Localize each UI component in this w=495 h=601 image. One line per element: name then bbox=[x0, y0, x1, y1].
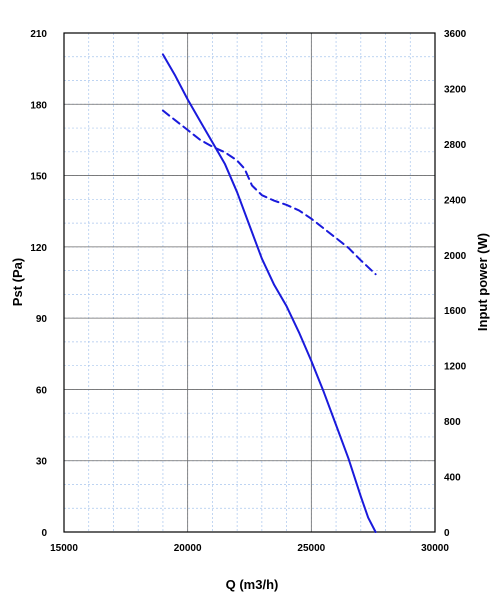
x-tick-label: 25000 bbox=[297, 543, 325, 554]
x-tick-label: 20000 bbox=[174, 543, 202, 554]
y-tick-label: 30 bbox=[36, 457, 48, 468]
y-tick-label: 0 bbox=[41, 528, 47, 539]
y-tick-label: 210 bbox=[30, 29, 47, 40]
static-pressure-curve bbox=[161, 53, 377, 533]
x-tick-label: 15000 bbox=[50, 543, 78, 554]
y2-tick-label: 2800 bbox=[444, 140, 467, 151]
y2-axis-title: Input power (W) bbox=[475, 233, 490, 331]
y2-tick-label: 2000 bbox=[444, 251, 467, 262]
y-tick-label: 60 bbox=[36, 385, 48, 396]
y2-tick-label: 3200 bbox=[444, 84, 467, 95]
x-tick-label: 30000 bbox=[421, 543, 449, 554]
y2-tick-label: 1200 bbox=[444, 362, 467, 373]
plot-frame bbox=[63, 32, 436, 533]
y2-tick-label: 400 bbox=[444, 473, 461, 484]
x-axis-title: Q (m3/h) bbox=[226, 577, 279, 592]
y2-tick-label: 1600 bbox=[444, 306, 467, 317]
y-axis-title: Pst (Pa) bbox=[10, 258, 25, 306]
y2-tick-label: 0 bbox=[444, 528, 450, 539]
y-tick-label: 180 bbox=[30, 100, 47, 111]
tick-labels: 15000 20000 25000 30000 0 30 60 90 120 150 180 210 0… bbox=[30, 29, 466, 554]
y-tick-label: 120 bbox=[30, 243, 47, 254]
input-power-curve bbox=[161, 109, 377, 276]
y2-tick-label: 800 bbox=[444, 417, 461, 428]
series-group bbox=[161, 53, 377, 533]
plot-border bbox=[63, 32, 436, 533]
y2-tick-label: 3600 bbox=[444, 29, 467, 40]
y-tick-label: 150 bbox=[30, 172, 47, 183]
y-tick-label: 90 bbox=[36, 314, 48, 325]
y2-tick-label: 2400 bbox=[444, 195, 467, 206]
